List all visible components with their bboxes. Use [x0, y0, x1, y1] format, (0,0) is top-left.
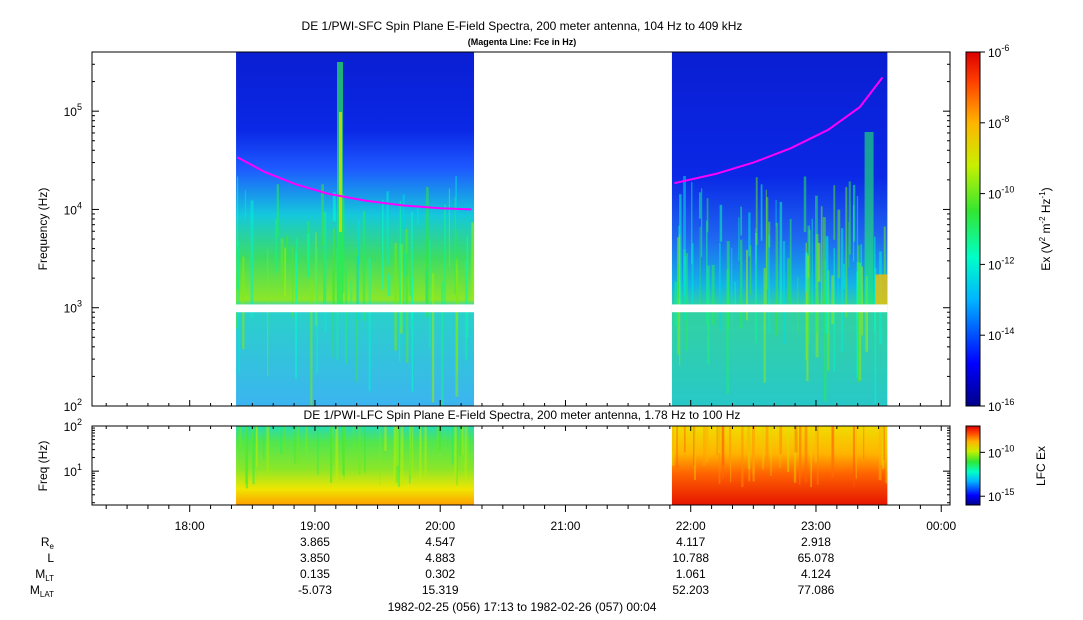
fce-magenta-line-2 [674, 76, 884, 185]
time-axis: 18:00 19:00 20:00 21:00 22:00 23:00 00:00 [92, 400, 957, 533]
sfc-cbar-label-4: 10-14 [988, 326, 1014, 343]
lfc-cbar-label-0: 10-10 [988, 443, 1014, 460]
lfc-ylabel: Freq (Hz) [36, 441, 50, 492]
ephemeris-value-0-1: 4.547 [425, 535, 455, 549]
sfc-colorbar-label: Ex (V2 m-2 Hz-1) [1038, 187, 1053, 270]
fce-magenta-line [236, 156, 472, 211]
lfc-colorbar-label: LFC Ex [1034, 446, 1048, 486]
lfc-y-ticks: 101 102 [64, 417, 950, 504]
lfc-colorbar-bar [965, 425, 981, 506]
time-tick-label-4: 22:00 [676, 519, 706, 533]
sfc-ytick-label-0: 102 [64, 397, 82, 414]
sfc-ytick-label-2: 104 [64, 200, 82, 217]
lfc-block-1 [236, 426, 475, 505]
ephemeris-row-label-2: MLT [35, 567, 54, 583]
sfc-colorbar-bar [965, 51, 981, 407]
time-tick-label-5: 23:00 [801, 519, 831, 533]
ephemeris-value-0-3: 4.117 [676, 535, 705, 549]
ephemeris-value-1-0: 3.850 [300, 551, 330, 565]
sfc-colorbar-ticks: 10-6 10-8 10-10 10-12 10-14 10-16 [980, 43, 1014, 414]
time-tick-label-2: 20:00 [425, 519, 455, 533]
ephemeris-value-1-1: 4.883 [425, 551, 455, 565]
ephemeris-value-3-0: -5.073 [298, 583, 332, 597]
ephemeris-value-2-1: 0.302 [425, 567, 455, 581]
ephemeris-row-label-0: Re [41, 535, 55, 551]
ephemeris-table: Re 3.865 4.547 4.117 2.918 L 3.850 4.883 10.788 6… [30, 535, 835, 599]
sfc-ytick-label-3: 105 [64, 102, 82, 119]
lfc-spectrogram-panel: 101 102 Freq (Hz) [36, 417, 951, 506]
time-ticks: 18:00 19:00 20:00 21:00 22:00 23:00 00:00 [105, 400, 957, 533]
ephemeris-value-1-3: 10.788 [672, 551, 709, 565]
sfc-ytick-label-1: 103 [64, 299, 82, 316]
ephemeris-value-3-4: 77.086 [798, 583, 835, 597]
lfc-title: DE 1/PWI-LFC Spin Plane E-Field Spectra,… [304, 408, 741, 422]
ephemeris-row-label-1: L [47, 551, 54, 565]
lfc-colorbar-ticks: 10-10 10-15 [980, 443, 1014, 504]
time-tick-label-0: 18:00 [175, 519, 205, 533]
lfc-block-2 [671, 426, 888, 505]
ephemeris-value-3-3: 52.203 [672, 583, 709, 597]
sfc-title: DE 1/PWI-SFC Spin Plane E-Field Spectra,… [302, 19, 743, 33]
time-tick-label-1: 19:00 [300, 519, 330, 533]
sfc-spectrogram-panel: 102 103 104 105 Frequency (Hz) [36, 51, 951, 414]
ephemeris-value-2-3: 1.061 [676, 567, 706, 581]
sfc-colorbar: 10-6 10-8 10-10 10-12 10-14 10-16 Ex (V2 m-2 … [965, 43, 1053, 414]
time-range-label: 1982-02-25 (056) 17:13 to 1982-02-26 (05… [388, 600, 657, 614]
lfc-data-blocks [236, 426, 888, 505]
sfc-block-1 [236, 52, 475, 406]
sfc-cbar-label-3: 10-12 [988, 255, 1014, 272]
ephemeris-value-0-4: 2.918 [801, 535, 831, 549]
ephemeris-row-label-3: MLAT [30, 583, 54, 599]
sfc-cbar-label-2: 10-10 [988, 185, 1014, 202]
time-tick-label-3: 21:00 [550, 519, 580, 533]
sfc-cbar-label-0: 10-6 [988, 43, 1009, 60]
sfc-block-2 [671, 52, 888, 406]
lfc-cbar-label-1: 10-15 [988, 487, 1014, 504]
sfc-cbar-label-1: 10-8 [988, 114, 1009, 131]
ephemeris-value-2-4: 4.124 [801, 567, 831, 581]
ephemeris-value-0-0: 3.865 [300, 535, 330, 549]
sfc-subtitle: (Magenta Line: Fce in Hz) [468, 37, 577, 47]
sfc-cbar-label-5: 10-16 [988, 397, 1014, 414]
ephemeris-value-3-1: 15.319 [422, 583, 459, 597]
time-tick-label-6: 00:00 [926, 519, 956, 533]
sfc-data-blocks [236, 52, 888, 406]
lfc-ytick-label-1: 102 [64, 417, 82, 434]
ephemeris-value-1-4: 65.078 [798, 551, 835, 565]
ephemeris-value-2-0: 0.135 [300, 567, 330, 581]
lfc-colorbar: 10-10 10-15 LFC Ex [965, 425, 1048, 506]
lfc-ytick-label-0: 101 [64, 462, 82, 479]
sfc-ylabel: Frequency (Hz) [36, 188, 50, 271]
